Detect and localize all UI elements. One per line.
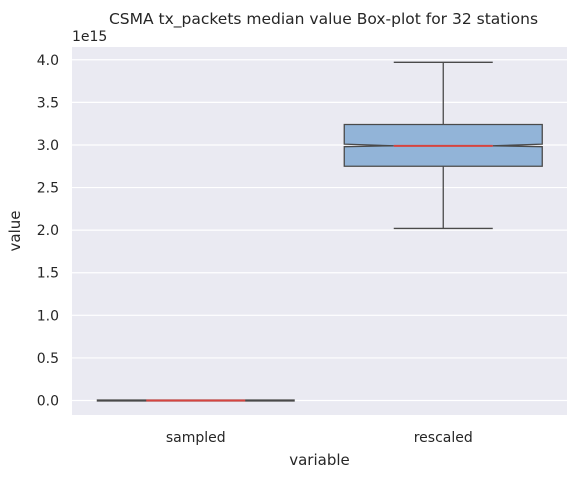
y-tick-label: 0.5 xyxy=(37,351,59,367)
y-tick-label: 3.0 xyxy=(37,138,59,154)
y-tick-labels: 0.0 0.5 1.0 1.5 2.0 2.5 3.0 3.5 4.0 xyxy=(37,53,59,410)
y-tick-label: 0.0 xyxy=(37,394,59,410)
y-axis-label: value xyxy=(6,211,24,252)
y-tick-label: 1.0 xyxy=(37,308,59,324)
y-tick-label: 2.0 xyxy=(37,223,59,239)
y-offset-label: 1e15 xyxy=(72,29,107,45)
y-tick-label: 2.5 xyxy=(37,181,59,197)
y-tick-label: 1.5 xyxy=(37,266,59,282)
y-tick-label: 4.0 xyxy=(37,53,59,69)
chart-title: CSMA tx_packets median value Box-plot fo… xyxy=(109,10,538,29)
x-axis-label: variable xyxy=(289,451,350,469)
plot-area xyxy=(72,47,567,415)
box-plots xyxy=(96,61,543,402)
y-tick-label: 3.5 xyxy=(37,95,59,111)
x-tick-labels: sampled rescaled xyxy=(166,430,473,446)
x-tick-label: rescaled xyxy=(414,430,473,446)
x-tick-label: sampled xyxy=(166,430,226,446)
